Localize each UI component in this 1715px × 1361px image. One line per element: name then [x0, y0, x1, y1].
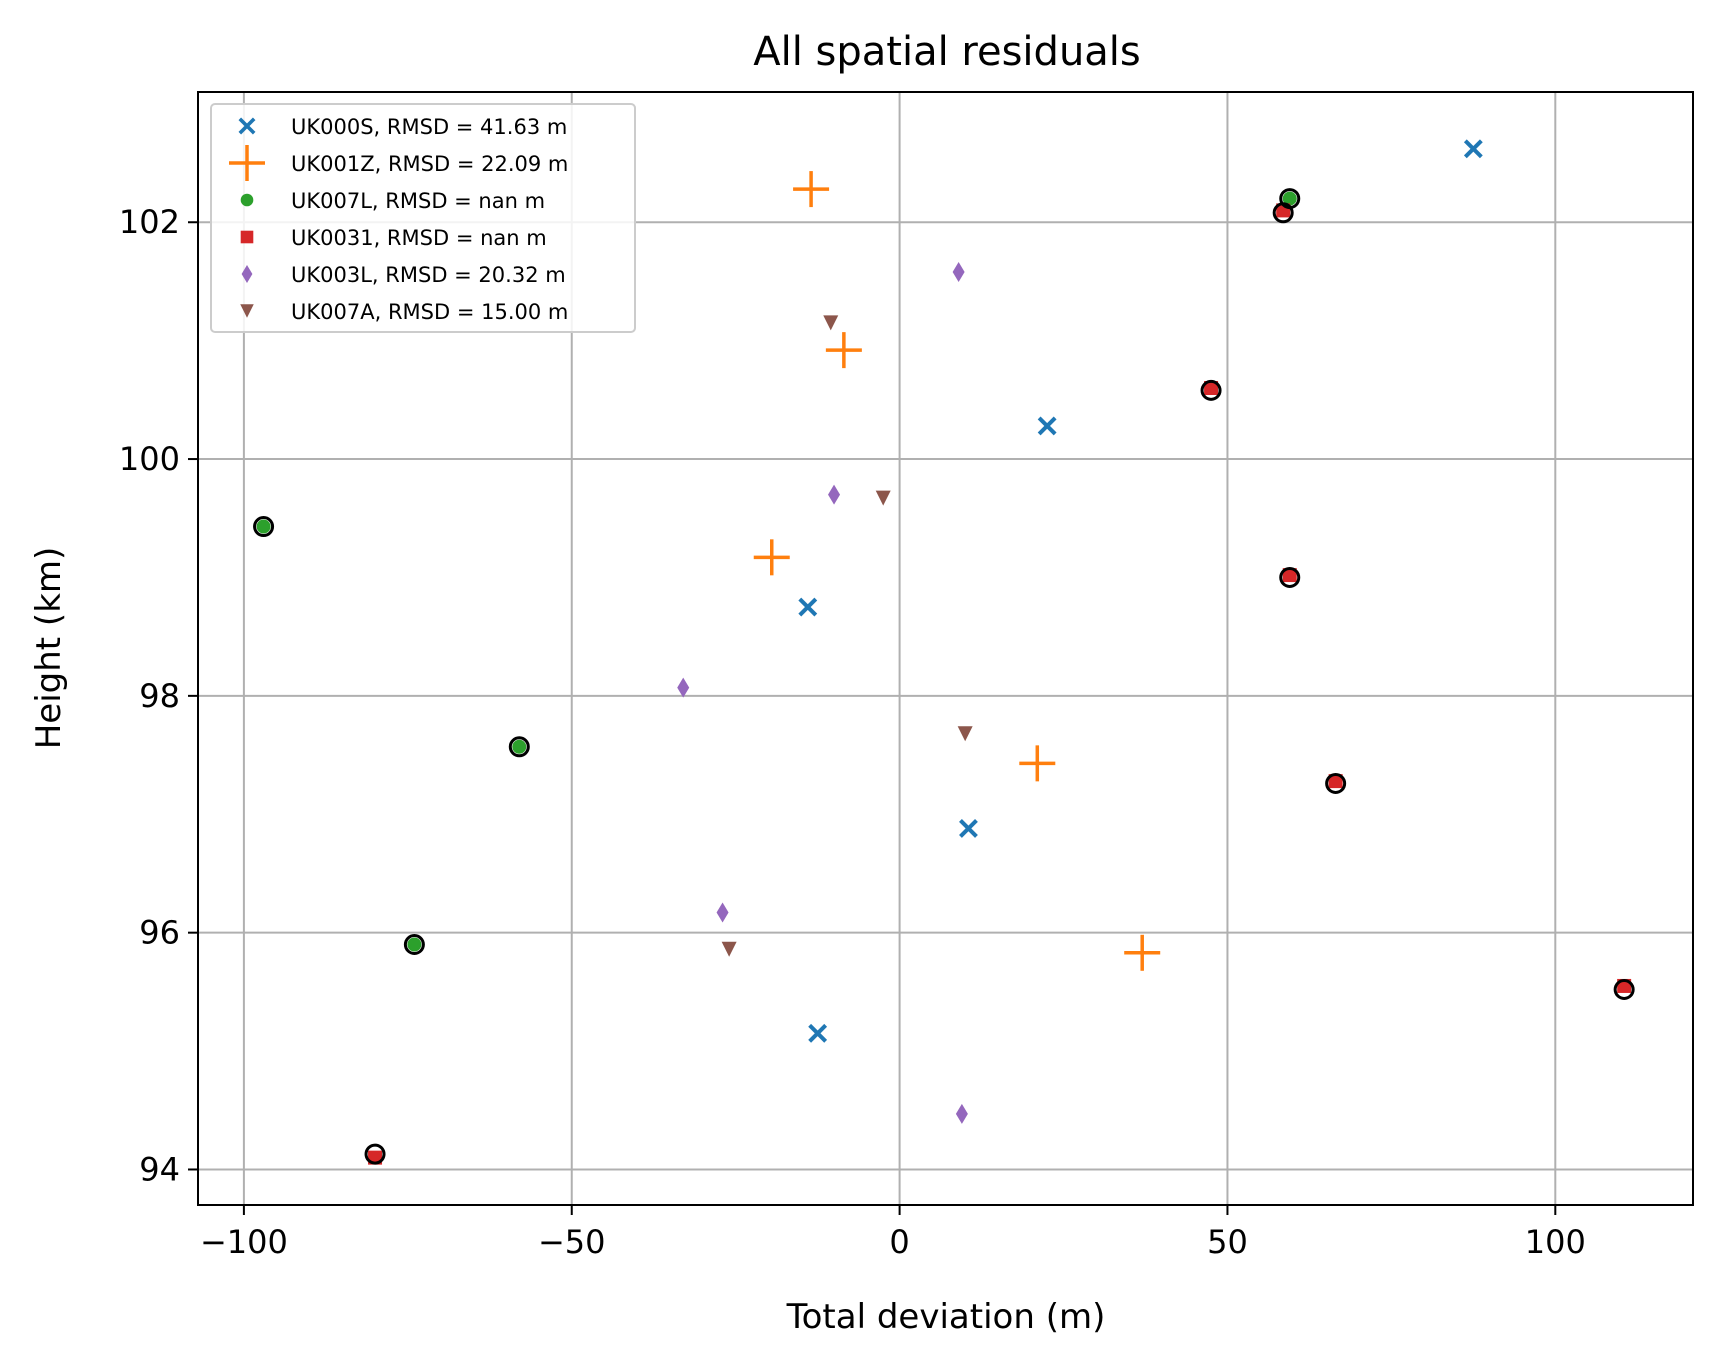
data-points — [253, 139, 1635, 1165]
data-point — [1282, 191, 1297, 206]
x-tick-label: 0 — [889, 1223, 909, 1261]
legend-entry: UK000S, RMSD = 41.63 m — [238, 115, 567, 139]
data-point — [1328, 774, 1343, 789]
legend-entry: UK007L, RMSD = nan m — [240, 189, 545, 213]
data-point — [1282, 568, 1297, 583]
legend: UK000S, RMSD = 41.63 m UK001Z, RMSD = 22.… — [210, 103, 636, 333]
data-point — [823, 315, 839, 331]
data-point — [1037, 416, 1057, 436]
legend-marker — [241, 265, 253, 283]
legend-label: UK0031, RMSD = nan m — [291, 226, 547, 250]
data-point — [1124, 934, 1161, 971]
data-point — [955, 1103, 968, 1124]
legend-label: UK007A, RMSD = 15.00 m — [291, 300, 568, 324]
legend-entry: UK007A, RMSD = 15.00 m — [240, 300, 568, 324]
x-marker-stroke — [798, 597, 818, 617]
data-point — [256, 519, 271, 534]
data-point — [828, 484, 841, 505]
data-point — [808, 1023, 828, 1043]
y-tick-label: 98 — [139, 677, 180, 715]
outlined-point-ring — [403, 934, 425, 956]
data-point — [1204, 381, 1219, 396]
data-point — [798, 597, 818, 617]
x-marker-stroke — [959, 819, 978, 838]
y-tick-label: 100 — [119, 440, 180, 478]
legend-label: UK001Z, RMSD = 22.09 m — [291, 152, 568, 176]
data-point — [957, 726, 973, 742]
legend-marker — [229, 145, 265, 181]
chart-title: All spatial residuals — [753, 29, 1141, 75]
data-point — [1463, 139, 1483, 159]
data-point — [1019, 745, 1056, 782]
data-point — [793, 171, 830, 208]
outlined-point-ring — [364, 1143, 386, 1165]
legend-marker — [240, 193, 254, 207]
data-point — [716, 902, 729, 923]
outlined-point-ring — [1325, 772, 1347, 794]
data-point — [875, 490, 891, 506]
outlined-point-ring — [253, 516, 275, 538]
x-axis-title: Total deviation (m) — [786, 1297, 1106, 1337]
outlined-point-ring — [1279, 566, 1301, 588]
data-point — [952, 261, 965, 282]
data-point — [825, 332, 862, 369]
legend-entry: UK001Z, RMSD = 22.09 m — [229, 145, 568, 181]
x-marker-stroke — [1037, 416, 1057, 436]
y-axis-title: Height (km) — [29, 547, 69, 750]
x-tick-label: −100 — [200, 1223, 288, 1261]
y-tick-label: 102 — [119, 203, 180, 241]
outlined-point-ring — [1200, 379, 1222, 401]
x-tick-label: −50 — [538, 1223, 606, 1261]
legend-marker — [240, 304, 254, 318]
legend-entry: UK003L, RMSD = 20.32 m — [241, 263, 566, 287]
outlined-point-ring — [508, 736, 530, 758]
data-point — [407, 937, 422, 952]
legend-marker — [240, 230, 254, 244]
outlined-point-ring — [1272, 202, 1294, 224]
x-tick-label: 50 — [1207, 1223, 1248, 1261]
x-marker-stroke — [1463, 139, 1483, 159]
legend-marker — [238, 117, 256, 135]
data-point — [677, 677, 690, 698]
data-point — [512, 739, 527, 754]
y-tick-label: 96 — [139, 914, 180, 952]
grid — [198, 92, 1693, 1205]
outlined-point-ring — [1613, 979, 1635, 1001]
legend-label: UK007L, RMSD = nan m — [291, 189, 545, 213]
legend-label: UK000S, RMSD = 41.63 m — [291, 115, 567, 139]
x-marker-stroke — [238, 117, 256, 135]
data-point — [721, 941, 737, 957]
x-tick-label: 100 — [1525, 1223, 1586, 1261]
x-marker-stroke — [808, 1023, 828, 1043]
axis-ticks: −100 −50 0 50 100 94 96 98 100 102 — [119, 203, 1586, 1261]
legend-label: UK003L, RMSD = 20.32 m — [291, 263, 566, 287]
data-point — [959, 819, 978, 838]
legend-entry: UK0031, RMSD = nan m — [240, 226, 547, 250]
y-tick-label: 94 — [139, 1150, 180, 1188]
plot-frame — [197, 91, 1694, 1206]
legend-box — [210, 103, 636, 333]
data-point — [753, 539, 790, 576]
